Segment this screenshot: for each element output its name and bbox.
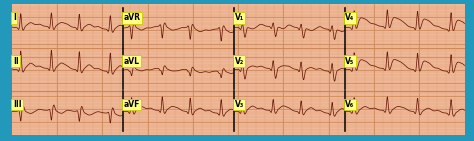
Text: aVL: aVL <box>124 57 140 66</box>
Text: V₄: V₄ <box>346 13 355 22</box>
Text: V₆: V₆ <box>346 100 355 109</box>
Text: I: I <box>13 13 16 22</box>
Text: aVR: aVR <box>124 13 141 22</box>
Text: V₅: V₅ <box>346 57 355 66</box>
Text: II: II <box>13 57 18 66</box>
Text: V₃: V₃ <box>235 100 244 109</box>
Text: aVF: aVF <box>124 100 140 109</box>
Text: V₂: V₂ <box>235 57 244 66</box>
Text: V₁: V₁ <box>235 13 244 22</box>
Text: III: III <box>13 100 21 109</box>
